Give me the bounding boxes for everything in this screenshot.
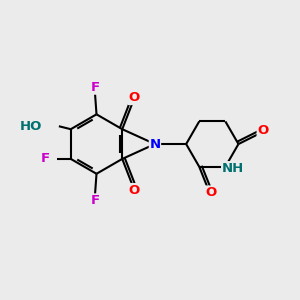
- Text: HO: HO: [20, 120, 43, 133]
- Text: O: O: [128, 92, 140, 104]
- Text: O: O: [257, 124, 269, 137]
- Text: O: O: [206, 186, 217, 199]
- Text: O: O: [128, 184, 140, 196]
- Text: F: F: [41, 152, 50, 165]
- Text: F: F: [91, 194, 100, 207]
- Text: N: N: [149, 138, 161, 151]
- Text: F: F: [91, 81, 100, 94]
- Text: NH: NH: [222, 162, 244, 175]
